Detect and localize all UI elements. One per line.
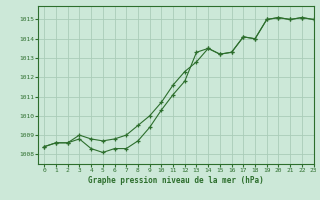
- X-axis label: Graphe pression niveau de la mer (hPa): Graphe pression niveau de la mer (hPa): [88, 176, 264, 185]
